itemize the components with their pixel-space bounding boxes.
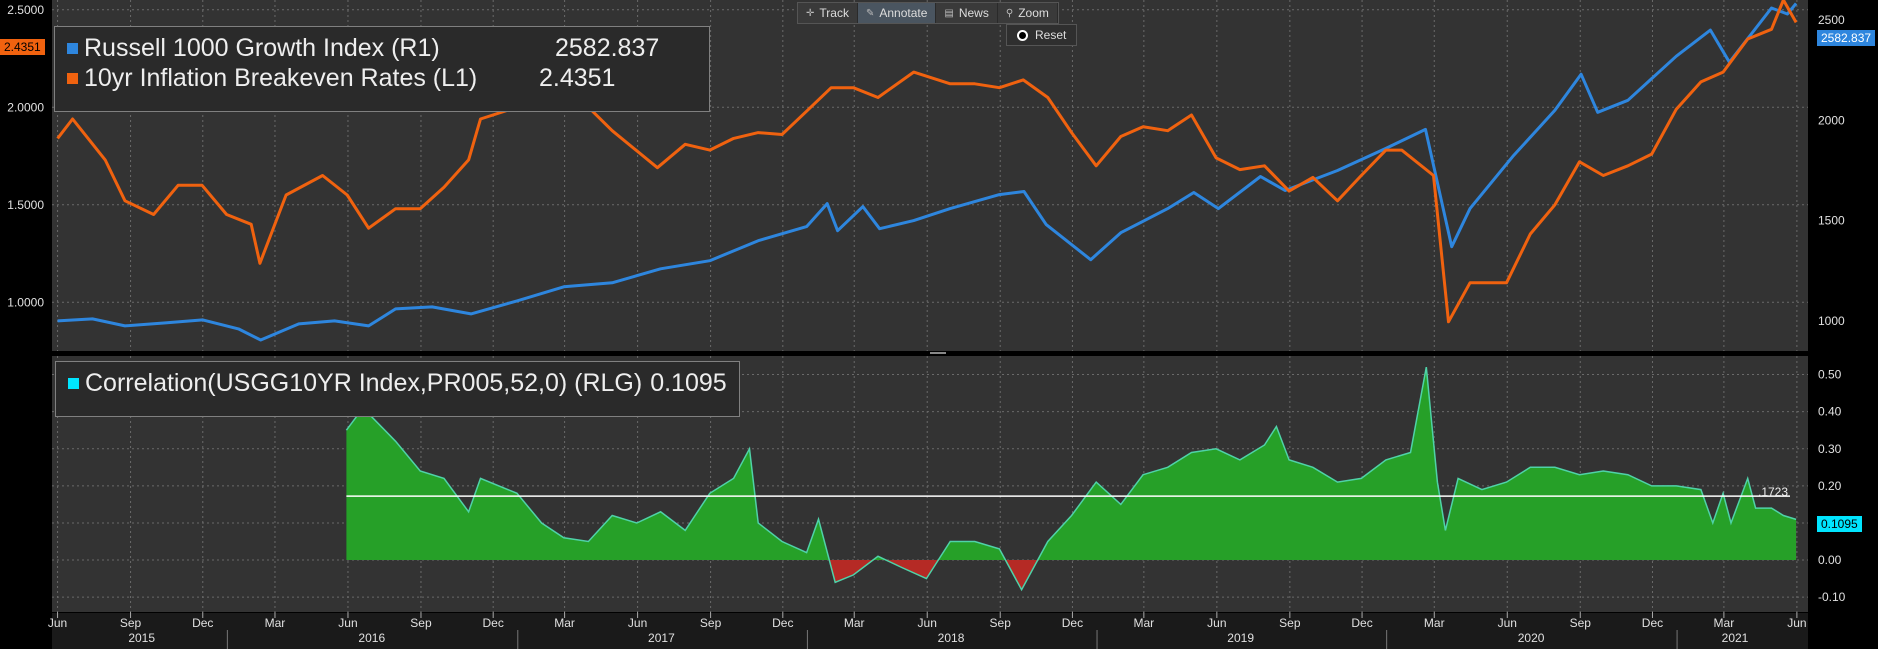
reset-button[interactable]: Reset	[1006, 24, 1078, 46]
x-tick-label: Jun	[1207, 616, 1226, 630]
top-legend: Russell 1000 Growth Index (R1) 2582.837 …	[54, 26, 710, 112]
left-axis-tick-label: 1.0000	[7, 295, 44, 309]
zoom-label: Zoom	[1018, 6, 1049, 20]
x-year-label: 2015	[128, 631, 155, 645]
x-tick-label: Dec	[1642, 616, 1663, 630]
zoom-button[interactable]: ⚲ Zoom	[998, 3, 1058, 23]
x-tick-label: Dec	[192, 616, 213, 630]
left-axis-tick-label: 2.5000	[7, 3, 44, 17]
news-label: News	[958, 6, 989, 20]
x-tick-label: Mar	[265, 616, 286, 630]
annotate-button[interactable]: ✎ Annotate	[857, 3, 937, 23]
crosshair-icon: ✛	[806, 7, 815, 19]
x-tick-label: Jun	[1498, 616, 1517, 630]
x-tick-label: Sep	[410, 616, 432, 630]
right-axis-tick-label: 2000	[1818, 113, 1845, 127]
x-tick-label: Mar	[1134, 616, 1155, 630]
x-year-label: 2016	[358, 631, 385, 645]
x-year-label: 2020	[1518, 631, 1545, 645]
x-tick-label: Jun	[628, 616, 647, 630]
x-tick-label: Sep	[1279, 616, 1301, 630]
left-axis-tick-label: 2.0000	[7, 100, 44, 114]
x-tick-label: Sep	[990, 616, 1012, 630]
breakeven-last-tag: 2.4351	[0, 39, 45, 55]
x-tick-label: Sep	[1570, 616, 1592, 630]
breakeven-swatch	[67, 72, 78, 84]
x-tick-label: Dec	[1351, 616, 1372, 630]
legend-value: 2.4351	[539, 64, 616, 92]
x-year-label: 2017	[648, 631, 675, 645]
x-year-label: 2019	[1227, 631, 1254, 645]
legend-item-russell: Russell 1000 Growth Index (R1) 2582.837	[67, 33, 697, 63]
x-tick-label: Mar	[1714, 616, 1735, 630]
bottom-legend: Correlation(USGG10YR Index,PR005,52,0) (…	[55, 361, 740, 417]
correlation-series-line	[345, 366, 1797, 592]
legend-label: 10yr Inflation Breakeven Rates (L1)	[84, 64, 478, 92]
legend-label: Correlation(USGG10YR Index,PR005,52,0) (…	[85, 369, 643, 397]
russell-swatch	[67, 42, 78, 54]
reference-value-label: .1723	[1758, 485, 1789, 499]
right-axis-tick-label: 1500	[1818, 214, 1845, 228]
magnifier-icon: ⚲	[1005, 7, 1014, 19]
correlation-axis-tick-label: 0.50	[1818, 368, 1842, 382]
reset-label: Reset	[1035, 28, 1067, 42]
annotate-label: Annotate	[879, 6, 928, 20]
x-year-label: 2021	[1722, 631, 1749, 645]
correlation-positive-area	[346, 367, 1797, 561]
x-tick-label: Dec	[483, 616, 504, 630]
legend-value: 0.1095	[650, 369, 727, 397]
correlation-axis-tick-label: 0.30	[1818, 442, 1842, 456]
news-button[interactable]: ▤ News	[936, 3, 998, 23]
x-tick-label: Jun	[1787, 616, 1806, 630]
x-tick-label: Jun	[918, 616, 937, 630]
breakeven-series-line	[56, 0, 1798, 324]
x-tick-label: Sep	[120, 616, 142, 630]
x-tick-label: Dec	[772, 616, 793, 630]
correlation-last-tag: 0.1095	[1817, 516, 1862, 532]
left-axis-tick-label: 1.5000	[7, 198, 44, 212]
right-axis-tick-label: 2500	[1818, 13, 1845, 27]
track-button[interactable]: ✛ Track	[798, 3, 858, 23]
russell-series-line	[57, 2, 1798, 342]
correlation-axis-tick-label: 0.40	[1818, 405, 1842, 419]
legend-item-breakeven: 10yr Inflation Breakeven Rates (L1) 2.43…	[67, 63, 697, 93]
correlation-swatch	[68, 377, 79, 389]
x-tick-label: Mar	[844, 616, 865, 630]
legend-label: Russell 1000 Growth Index (R1)	[84, 34, 440, 62]
x-tick-label: Jun	[338, 616, 357, 630]
legend-item-correlation: Correlation(USGG10YR Index,PR005,52,0) (…	[68, 368, 727, 398]
legend-value: 2582.837	[555, 34, 660, 62]
x-tick-label: Jun	[48, 616, 67, 630]
x-tick-label: Sep	[700, 616, 722, 630]
x-axis-bg	[52, 613, 1808, 649]
right-axis-tick-label: 1000	[1818, 314, 1845, 328]
correlation-axis-tick-label: 0.00	[1818, 553, 1842, 567]
track-label: Track	[819, 6, 849, 20]
reset-icon	[1017, 29, 1028, 41]
correlation-axis-tick-label: -0.10	[1818, 590, 1846, 604]
x-year-label: 2018	[938, 631, 965, 645]
chart-toolbar: ✛ Track ✎ Annotate ▤ News ⚲ Zoom	[797, 2, 1059, 24]
x-tick-label: Dec	[1062, 616, 1083, 630]
pencil-icon: ✎	[865, 7, 875, 19]
news-icon: ▤	[944, 7, 954, 19]
x-tick-label: Mar	[1424, 616, 1445, 630]
correlation-axis-tick-label: 0.20	[1818, 479, 1842, 493]
russell-last-tag: 2582.837	[1817, 30, 1876, 46]
x-tick-label: Mar	[554, 616, 575, 630]
